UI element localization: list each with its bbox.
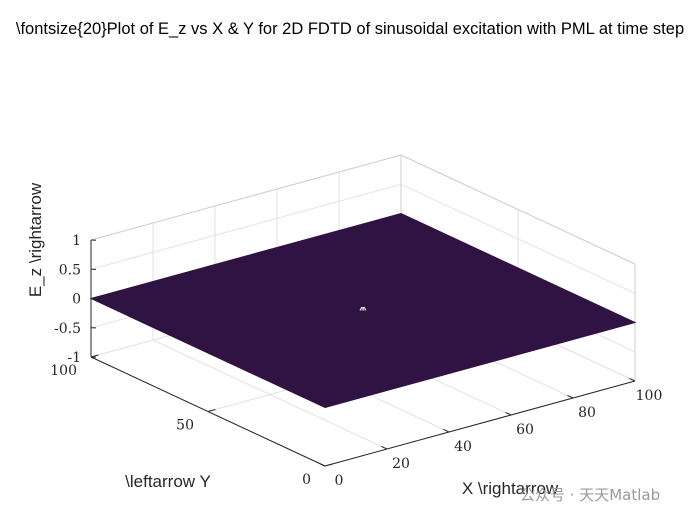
z-tick-label: -0.5 xyxy=(54,321,81,337)
x-tick-label: 80 xyxy=(578,405,596,421)
y-tick-mark xyxy=(207,409,216,412)
x-axis-label: X \rightarrow xyxy=(462,479,559,498)
x-tick-mark xyxy=(319,462,326,467)
z-tick-label: 0 xyxy=(72,292,81,308)
y-axis-label: \leftarrow Y xyxy=(125,472,211,491)
z-axis-label: E_z \rightarrow xyxy=(26,182,45,297)
x-tick-label: 0 xyxy=(335,473,344,489)
source-spike xyxy=(361,306,364,311)
x-tick-mark xyxy=(381,445,388,450)
surface-plane xyxy=(89,212,637,409)
source-spike xyxy=(363,306,367,311)
y-tick-label: 0 xyxy=(302,472,311,488)
source-spike xyxy=(359,306,363,311)
x-tick-label: 20 xyxy=(392,456,410,472)
x-tick-mark xyxy=(629,377,636,382)
grid-line-z-back xyxy=(90,183,402,270)
x-tick-label: 60 xyxy=(516,422,534,438)
tick-labels: -1 -0.5 0 0.5 1 0 20 40 60 80 100 0 50 100 xyxy=(50,233,662,489)
x-tick-label: 100 xyxy=(636,388,663,404)
watermark: 公众号 · 天天Matlab xyxy=(520,486,660,504)
y-tick-mark xyxy=(90,354,99,358)
x-axis-line xyxy=(324,380,636,467)
box-edge-top-right xyxy=(400,154,636,265)
surface-layer xyxy=(89,212,637,409)
x-tick-mark xyxy=(505,411,512,416)
y-tick-label: 50 xyxy=(176,418,194,434)
box-edge-top-back xyxy=(90,154,402,241)
y-tick-mark xyxy=(324,463,333,467)
tick-marks xyxy=(90,239,636,467)
x-tick-mark xyxy=(443,428,450,433)
chart-title: \fontsize{20}Plot of E_z vs X & Y for 2D… xyxy=(16,20,684,38)
z-tick-label: 0.5 xyxy=(59,262,81,278)
y-tick-label: 100 xyxy=(50,363,77,379)
x-tick-mark xyxy=(567,394,574,399)
source-spike xyxy=(362,306,365,311)
z-tick-label: 1 xyxy=(72,233,81,249)
x-tick-label: 40 xyxy=(454,439,472,455)
z-tick-label: -1 xyxy=(67,350,81,366)
